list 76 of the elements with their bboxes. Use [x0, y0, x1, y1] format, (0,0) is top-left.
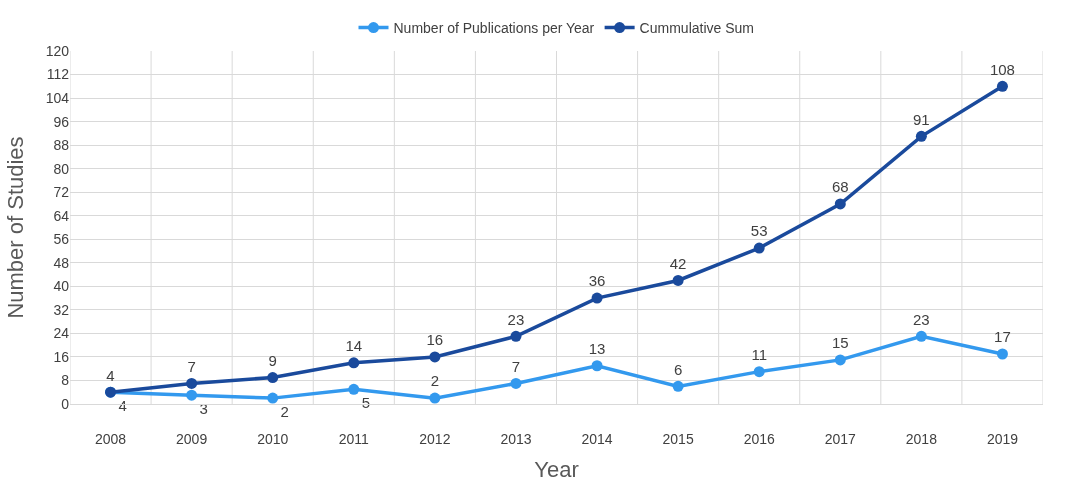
point	[186, 389, 198, 401]
y-tick-label: 88	[53, 137, 70, 154]
point	[429, 351, 441, 363]
y-tick-label: 0	[61, 395, 70, 412]
point	[510, 377, 522, 389]
data-label: 7	[187, 357, 196, 375]
x-tick-label: 2015	[662, 430, 694, 447]
y-tick-label: 72	[53, 184, 70, 201]
data-label: 23	[507, 310, 525, 328]
y-tick-label: 96	[53, 113, 70, 130]
legend-label: Number of Publications per Year	[393, 20, 595, 36]
data-label: 11	[751, 346, 767, 364]
data-label: 53	[750, 222, 768, 240]
point	[267, 372, 279, 384]
y-tick-label: 112	[46, 66, 70, 83]
y-tick-label: 8	[61, 372, 70, 389]
point	[915, 330, 927, 342]
y-tick-label: 64	[53, 207, 70, 224]
point	[996, 80, 1008, 92]
point	[348, 383, 360, 395]
y-tick-label: 40	[53, 278, 70, 295]
y-axis-title: Number of Studies	[3, 136, 29, 319]
point	[996, 348, 1008, 360]
data-label: 13	[588, 340, 606, 358]
data-label: 23	[913, 310, 930, 328]
point	[591, 292, 603, 304]
x-tick-label: 2012	[419, 430, 451, 447]
data-label: 42	[669, 254, 687, 272]
x-tick-label: 2013	[500, 430, 532, 447]
data-label: 4	[106, 366, 115, 384]
point	[267, 392, 279, 404]
y-tick-label: 32	[53, 301, 70, 318]
data-label: 68	[831, 178, 849, 196]
x-tick-label: 2009	[176, 430, 208, 447]
point	[591, 360, 603, 372]
point	[834, 354, 846, 366]
point	[429, 392, 441, 404]
data-label: 7	[511, 357, 521, 375]
data-label: 36	[588, 272, 606, 290]
point	[186, 377, 198, 389]
point	[672, 274, 684, 286]
y-tick-label: 48	[53, 254, 70, 271]
point	[753, 366, 765, 378]
data-label: 9	[268, 351, 277, 369]
y-tick-label: 16	[53, 348, 70, 365]
y-tick-label: 120	[45, 42, 70, 59]
data-label: 91	[913, 110, 930, 128]
x-tick-label: 2014	[581, 430, 613, 447]
data-label: 6	[673, 360, 683, 378]
point	[753, 242, 765, 254]
y-tick-label: 24	[53, 325, 70, 342]
data-label: 2	[280, 403, 289, 421]
data-label: 2	[430, 372, 440, 390]
point	[348, 357, 360, 369]
y-tick-label: 56	[53, 231, 70, 248]
x-tick-label: 2016	[743, 430, 775, 447]
data-label: 14	[345, 337, 363, 355]
point	[672, 380, 684, 392]
x-tick-label: 2017	[824, 430, 857, 447]
data-label: 108	[989, 60, 1015, 78]
point	[834, 198, 846, 210]
x-tick-label: 2011	[338, 430, 370, 447]
x-tick-label: 2010	[257, 430, 289, 447]
y-tick-label: 104	[45, 89, 70, 106]
point	[510, 330, 522, 342]
x-tick-label: 2019	[986, 430, 1019, 447]
x-tick-label: 2018	[905, 430, 938, 447]
data-label: 15	[831, 334, 849, 352]
data-label: 5	[361, 394, 371, 412]
x-axis-title: Year	[534, 456, 579, 482]
data-label: 17	[994, 328, 1011, 346]
x-tick-label: 2008	[94, 430, 127, 447]
point	[915, 130, 927, 142]
legend-label: Cummulative Sum	[639, 20, 754, 36]
data-label: 16	[426, 331, 444, 349]
y-tick-label: 80	[53, 160, 70, 177]
